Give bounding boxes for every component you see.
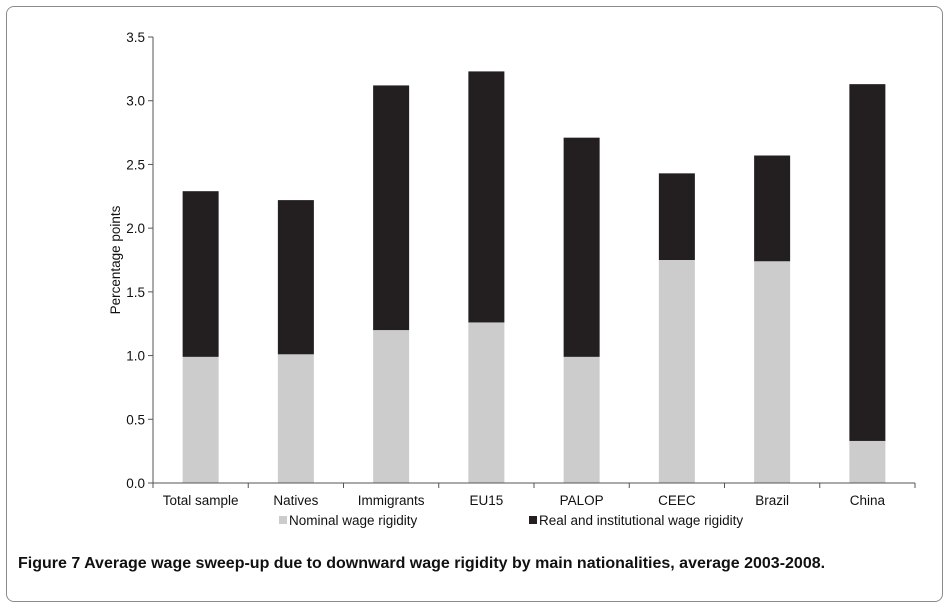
y-tick-label: 0.5 — [126, 412, 145, 427]
x-tick-label: Brazil — [755, 493, 789, 508]
caption-prefix: Figure 7 — [18, 555, 81, 572]
bar-real-institutional — [658, 173, 695, 260]
bar-real-institutional — [277, 200, 314, 355]
x-tick-label: Immigrants — [358, 493, 425, 508]
y-axis-title: Percentage points — [108, 205, 123, 314]
y-tick-label: 3.5 — [126, 30, 145, 45]
bar-nominal — [468, 322, 505, 483]
stacked-bar-chart: 0.0 0.5 1.0 1.5 2.0 2.5 3.0 3.5 Total sample Nati… — [108, 30, 916, 528]
legend-label-real-institutional: Real and institutional wage rigidity — [539, 513, 743, 528]
y-tick-label: 0.0 — [126, 476, 145, 491]
bar-real-institutional — [468, 71, 505, 323]
bar-real-institutional — [849, 84, 886, 441]
bar-real-institutional — [373, 85, 410, 331]
bar-nominal — [658, 260, 695, 483]
legend-label-nominal: Nominal wage rigidity — [289, 513, 418, 528]
x-tick-label: Total sample — [163, 493, 239, 508]
x-tick-label: Natives — [273, 493, 318, 508]
figure-caption: Figure 7 Average wage sweep-up due to do… — [18, 552, 928, 575]
bars-group — [182, 71, 886, 483]
bar-nominal — [277, 354, 314, 483]
y-tick-label: 1.0 — [126, 349, 145, 364]
bar-nominal — [849, 440, 886, 483]
x-tick-label: China — [850, 493, 886, 508]
bar-nominal — [182, 356, 219, 483]
y-tick-label: 3.0 — [126, 94, 145, 109]
bar-nominal — [754, 261, 791, 483]
caption-text: Average wage sweep-up due to downward wa… — [84, 555, 826, 572]
bar-nominal — [563, 356, 600, 483]
legend-swatch-real-institutional — [529, 516, 537, 524]
y-tick-label: 1.5 — [126, 285, 145, 300]
y-tick-label: 2.0 — [126, 221, 145, 236]
axes-group: 0.0 0.5 1.0 1.5 2.0 2.5 3.0 3.5 Total sample Nati… — [108, 30, 916, 508]
bar-real-institutional — [754, 155, 791, 262]
y-tick-label: 2.5 — [126, 157, 145, 172]
x-tick-label: EU15 — [469, 493, 503, 508]
legend: Nominal wage rigidity Real and institutio… — [279, 513, 743, 528]
x-tick-label: PALOP — [560, 493, 604, 508]
bar-real-institutional — [182, 191, 219, 357]
bar-nominal — [373, 330, 410, 483]
bar-real-institutional — [563, 137, 600, 357]
legend-swatch-nominal — [279, 516, 287, 524]
x-tick-label: CEEC — [658, 493, 696, 508]
